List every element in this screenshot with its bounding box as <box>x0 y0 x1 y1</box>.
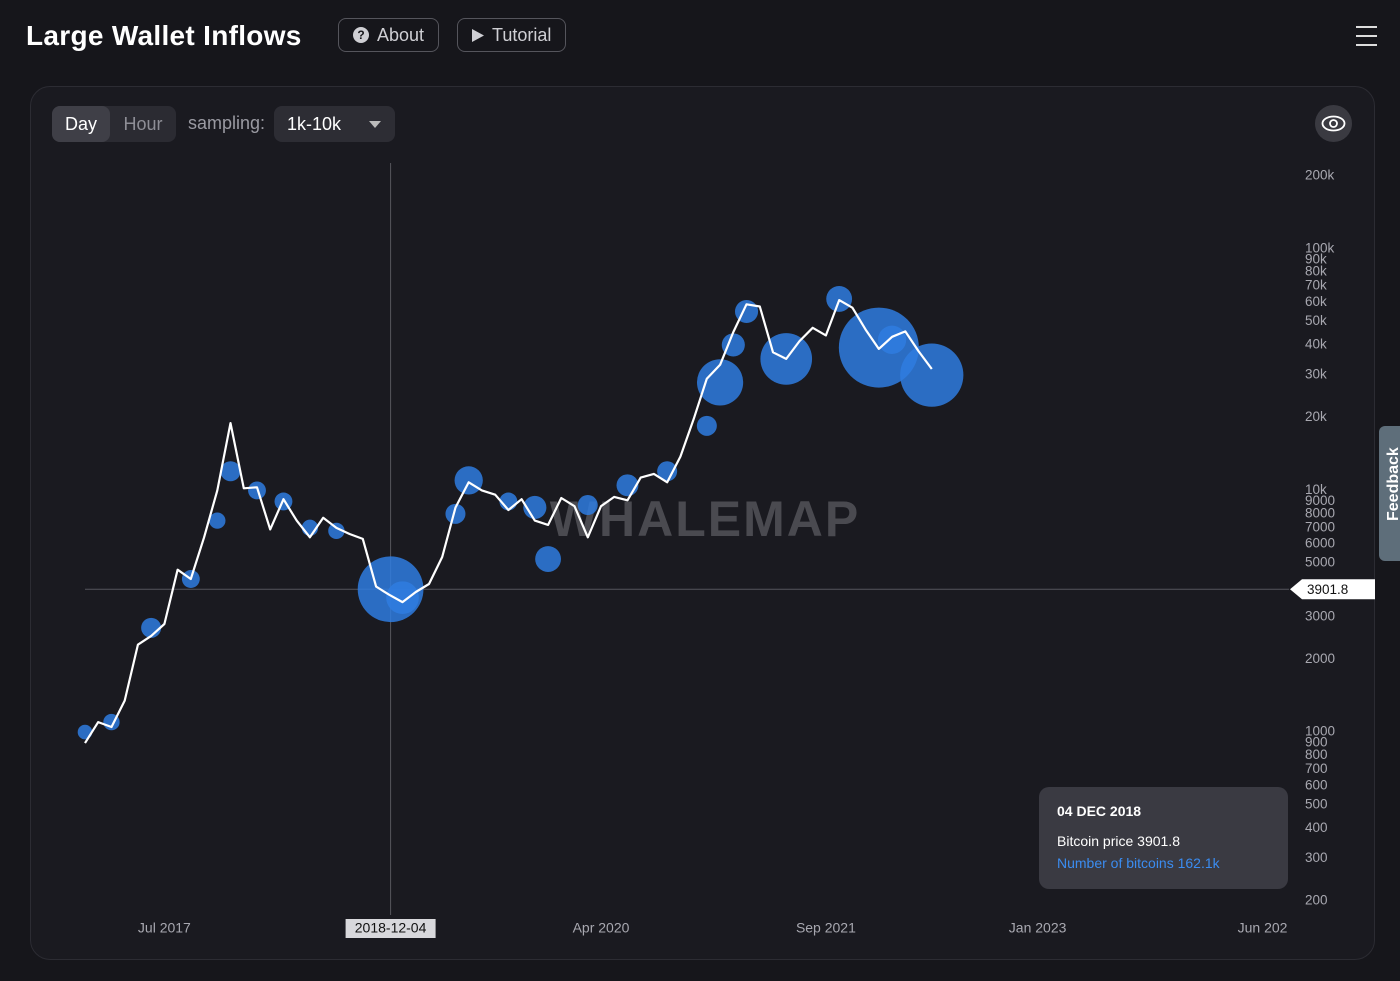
x-tick-label: Jun 202 <box>1238 920 1288 936</box>
y-tick-label: 900 <box>1305 735 1328 750</box>
y-tick-label: 200 <box>1305 893 1328 908</box>
bubble <box>445 503 466 524</box>
bubble <box>220 461 241 482</box>
interval-toggle: Day Hour <box>52 106 176 142</box>
y-tick-label: 9000 <box>1305 493 1335 508</box>
price-line <box>84 299 933 744</box>
y-tick-label: 5000 <box>1305 555 1335 570</box>
tooltip-label: Bitcoin price <box>1057 833 1134 849</box>
x-tick-label: Jan 2023 <box>1009 920 1067 936</box>
y-tick-label: 7000 <box>1305 519 1335 534</box>
eye-icon <box>1321 115 1346 132</box>
bubble <box>657 461 678 482</box>
sampling-label: sampling: <box>188 113 266 133</box>
y-tick-label: 80k <box>1305 264 1327 279</box>
crosshair-y-box <box>1290 579 1375 600</box>
bubble <box>721 333 745 357</box>
y-tick-label: 8000 <box>1305 505 1335 520</box>
y-tick-label: 50k <box>1305 313 1327 328</box>
y-tick-label: 300 <box>1305 850 1328 865</box>
bubble <box>209 512 226 529</box>
y-tick-label: 600 <box>1305 777 1328 792</box>
y-tick-label: 60k <box>1305 294 1327 309</box>
watermark: WHALEMAP <box>550 491 860 547</box>
sampling-value: 1k-10k <box>287 113 342 134</box>
sampling-dropdown[interactable]: 1k-10k <box>274 106 395 142</box>
about-button[interactable]: ? About <box>338 18 440 52</box>
x-tick-label: Sep 2021 <box>796 920 856 936</box>
menu-button[interactable] <box>1356 26 1377 53</box>
bubble <box>77 724 93 740</box>
bubble <box>577 495 598 516</box>
bubble <box>826 286 853 312</box>
button-label: Tutorial <box>492 24 552 45</box>
y-tick-label: 10k <box>1305 482 1327 497</box>
x-tick-label: Apr 2020 <box>573 920 630 936</box>
tutorial-button[interactable]: Tutorial <box>457 18 567 52</box>
interval-option[interactable]: Hour <box>123 113 163 134</box>
y-tick-label: 1000 <box>1305 724 1335 739</box>
tooltip-value: 162.1k <box>1177 855 1220 871</box>
y-tick-label: 500 <box>1305 796 1328 811</box>
y-tick-label: 200k <box>1305 168 1335 183</box>
crosshair-x-box <box>345 919 436 938</box>
bubble <box>900 343 964 407</box>
bubble <box>696 415 717 436</box>
y-tick-label: 30k <box>1305 367 1327 382</box>
bubble <box>454 466 483 495</box>
y-tick-label: 700 <box>1305 761 1328 776</box>
crosshair-y-label: 3901.8 <box>1307 582 1348 597</box>
x-tick-label: Jul 2017 <box>138 920 191 936</box>
visibility-button[interactable] <box>1315 105 1352 142</box>
feedback-label: Feedback <box>1385 447 1400 521</box>
tooltip: 04 DEC 2018 Bitcoin price 3901.8 Number … <box>1039 787 1288 889</box>
bubble <box>328 522 345 540</box>
tooltip-label: Number of bitcoins <box>1057 855 1174 871</box>
button-label: About <box>377 24 425 45</box>
play-icon <box>472 28 484 42</box>
bubble <box>877 325 907 354</box>
y-tick-label: 90k <box>1305 251 1327 266</box>
bubble <box>535 546 561 572</box>
bubble <box>386 581 419 614</box>
bubble <box>696 359 744 406</box>
y-tick-label: 70k <box>1305 278 1327 293</box>
y-tick-label: 400 <box>1305 820 1328 835</box>
tooltip-value: 3901.8 <box>1137 833 1180 849</box>
crosshair-x-label: 2018-12-04 <box>355 920 427 936</box>
interval-option[interactable]: Day <box>52 106 110 142</box>
y-tick-label: 3000 <box>1305 608 1335 623</box>
y-tick-label: 40k <box>1305 336 1327 351</box>
feedback-tab[interactable]: Feedback <box>1379 426 1400 561</box>
y-tick-label: 6000 <box>1305 536 1335 551</box>
y-tick-label: 800 <box>1305 747 1328 762</box>
y-tick-label: 20k <box>1305 409 1327 424</box>
y-tick-label: 100k <box>1305 240 1335 255</box>
y-tick-label: 2000 <box>1305 651 1335 666</box>
tooltip-date: 04 DEC 2018 <box>1057 803 1142 819</box>
page-title: Large Wallet Inflows <box>26 20 302 51</box>
